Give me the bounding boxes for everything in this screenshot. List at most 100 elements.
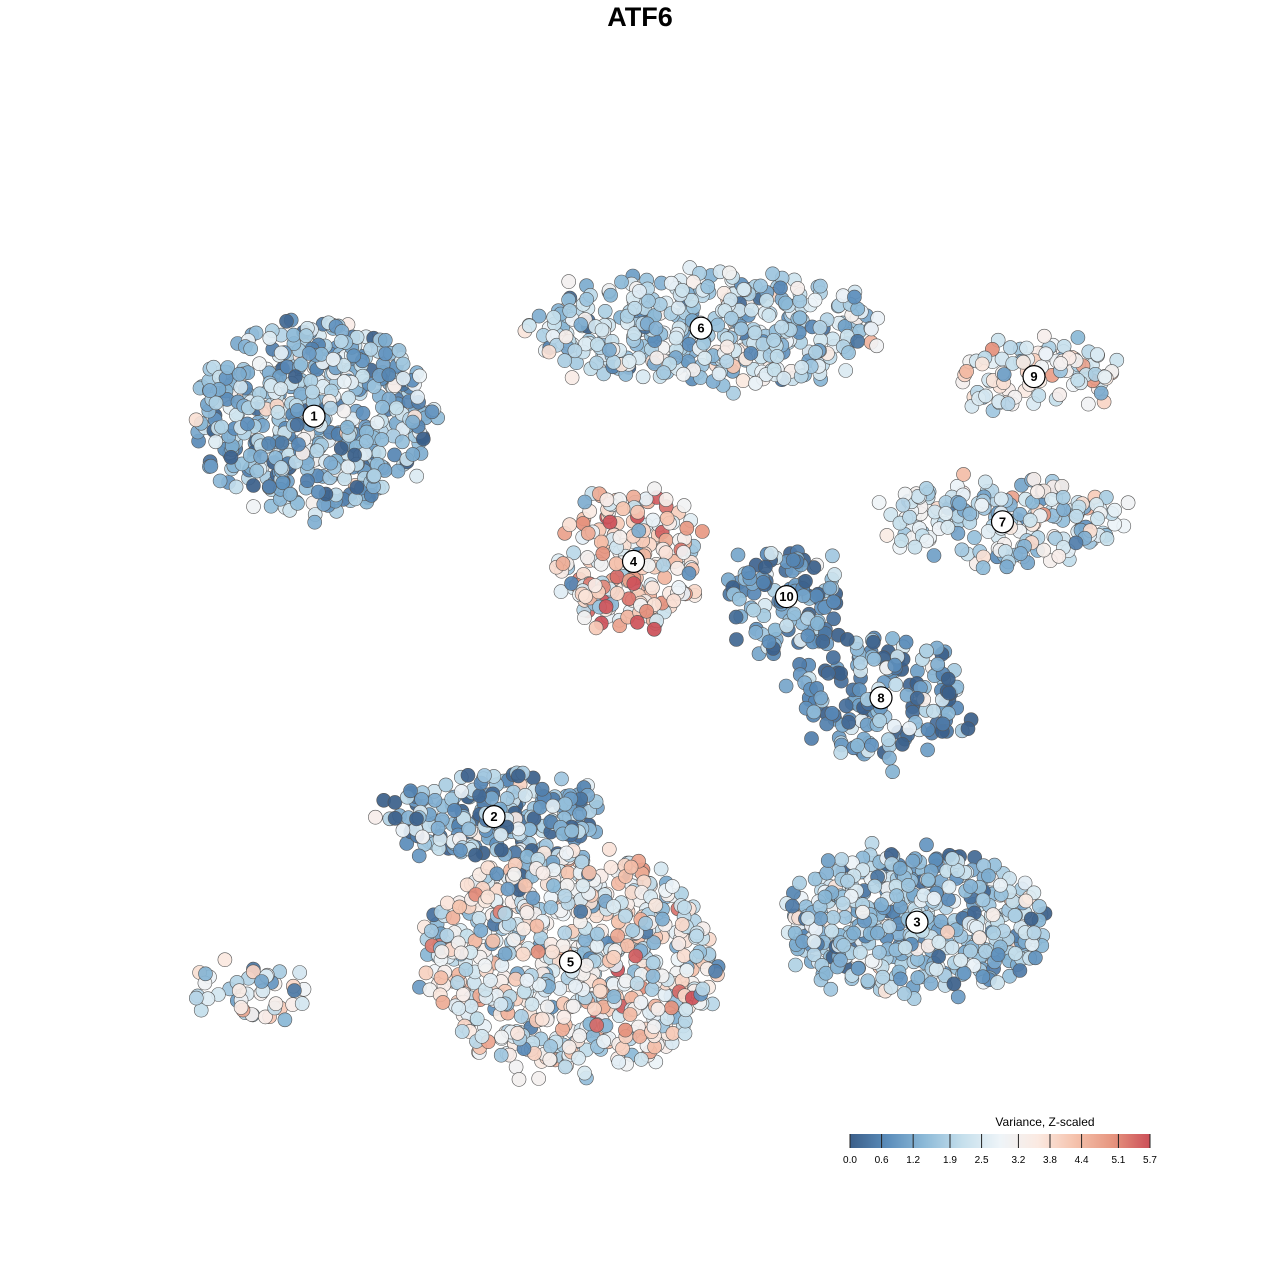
data-point	[287, 983, 302, 998]
data-point	[189, 990, 204, 1006]
data-point	[587, 578, 603, 593]
data-point	[822, 580, 838, 596]
data-point	[798, 573, 813, 589]
data-point	[1037, 328, 1052, 344]
data-point	[555, 1022, 570, 1037]
cluster-label: 8	[869, 686, 893, 710]
data-point	[804, 731, 819, 746]
data-point	[333, 441, 349, 456]
data-point	[374, 432, 390, 447]
data-point	[471, 910, 487, 926]
data-point	[336, 403, 352, 419]
data-point	[601, 841, 617, 857]
data-point	[666, 593, 682, 609]
data-point	[875, 969, 891, 985]
colorbar-tick-label: 0.0	[843, 1155, 857, 1166]
data-point	[405, 414, 421, 430]
data-point	[387, 795, 403, 810]
data-point	[603, 287, 618, 303]
cluster-label: 7	[990, 510, 1015, 534]
data-point	[813, 911, 828, 926]
data-point	[806, 704, 822, 720]
data-point	[340, 459, 356, 475]
data-point	[573, 317, 589, 332]
data-point	[405, 447, 421, 462]
data-point	[723, 310, 739, 326]
cluster-label-text: 7	[999, 514, 1006, 529]
data-point	[1069, 508, 1084, 524]
data-point	[618, 1022, 633, 1038]
data-point	[758, 559, 773, 575]
data-point	[860, 973, 876, 989]
data-point	[560, 865, 576, 881]
data-point	[731, 591, 747, 607]
data-point	[761, 634, 777, 650]
data-point	[941, 685, 957, 701]
data-point	[489, 866, 505, 882]
colorbar-tick-label: 1.2	[906, 1155, 920, 1166]
data-point	[500, 881, 516, 897]
data-point	[577, 610, 592, 626]
data-point	[931, 934, 947, 950]
data-point	[676, 545, 691, 560]
data-point	[557, 1059, 573, 1075]
data-point	[700, 279, 716, 295]
data-point	[612, 529, 628, 545]
data-point	[649, 350, 665, 366]
cluster-label-text: 5	[567, 954, 574, 969]
data-point	[1008, 946, 1023, 961]
data-point	[639, 603, 654, 619]
data-point	[588, 620, 604, 636]
data-point	[531, 1071, 547, 1086]
data-point	[453, 945, 469, 961]
data-point	[290, 403, 305, 418]
data-point	[340, 420, 355, 435]
data-point	[671, 936, 687, 951]
data-point	[589, 926, 605, 942]
data-point	[853, 655, 868, 671]
data-point	[291, 437, 306, 452]
cluster-label: 2	[482, 804, 506, 829]
data-point	[590, 337, 605, 352]
data-point	[423, 923, 439, 939]
data-point	[695, 981, 711, 997]
data-point	[759, 293, 774, 308]
data-point	[1081, 396, 1096, 412]
data-point	[366, 468, 382, 484]
data-point	[232, 983, 247, 999]
colorbar-tick-label: 5.7	[1143, 1155, 1157, 1166]
data-point	[633, 1052, 649, 1067]
data-point	[561, 274, 577, 289]
data-point	[926, 548, 942, 563]
data-point	[978, 944, 993, 959]
data-point	[840, 873, 855, 889]
data-point	[885, 764, 900, 780]
data-point	[975, 892, 991, 908]
data-point	[824, 923, 839, 939]
data-point	[730, 547, 746, 563]
data-point	[530, 944, 546, 960]
data-point	[677, 1026, 693, 1041]
data-point	[395, 371, 411, 386]
data-point	[850, 960, 866, 976]
data-point	[202, 383, 218, 398]
data-point	[674, 282, 690, 298]
data-point	[1056, 502, 1071, 517]
data-point	[246, 478, 261, 493]
data-point	[587, 1001, 602, 1017]
data-point	[743, 346, 759, 361]
cluster-label-text: 3	[913, 915, 920, 930]
data-point	[198, 966, 213, 982]
data-point	[960, 721, 976, 737]
data-point	[394, 434, 410, 450]
cluster-label-text: 10	[779, 589, 793, 604]
data-point	[735, 373, 751, 389]
data-point	[597, 303, 613, 319]
data-point	[460, 767, 476, 783]
data-point	[581, 865, 597, 881]
data-point	[546, 310, 562, 325]
data-point	[785, 552, 801, 568]
data-point	[910, 970, 926, 986]
data-point	[390, 463, 406, 479]
